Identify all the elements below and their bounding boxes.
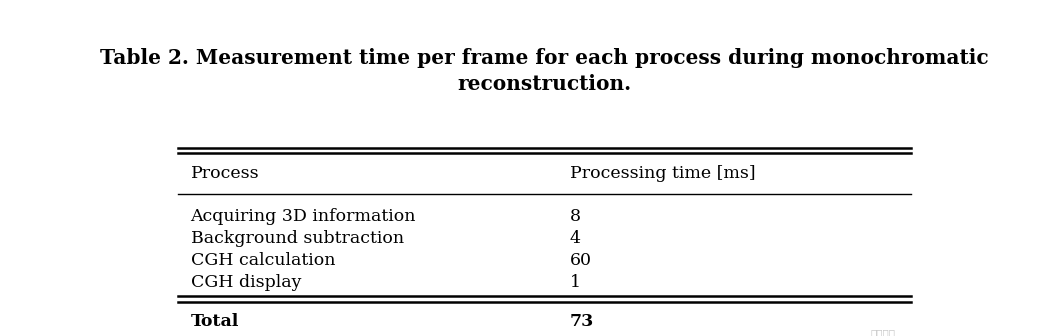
Text: Processing time [ms]: Processing time [ms]: [570, 165, 755, 182]
Text: 60: 60: [570, 252, 591, 269]
Text: CGH calculation: CGH calculation: [190, 252, 335, 269]
Text: 4: 4: [570, 230, 580, 247]
Text: Process: Process: [190, 165, 259, 182]
Text: Background subtraction: Background subtraction: [190, 230, 404, 247]
Text: 8: 8: [570, 208, 580, 225]
Text: Acquiring 3D information: Acquiring 3D information: [190, 208, 416, 225]
Text: 73: 73: [570, 313, 594, 330]
Text: 1: 1: [570, 274, 580, 291]
Text: Table 2. Measurement time per frame for each process during monochromatic
recons: Table 2. Measurement time per frame for …: [101, 48, 989, 94]
Text: Total: Total: [190, 313, 239, 330]
Text: CGH display: CGH display: [190, 274, 301, 291]
Text: 光学前沿: 光学前沿: [870, 328, 895, 336]
